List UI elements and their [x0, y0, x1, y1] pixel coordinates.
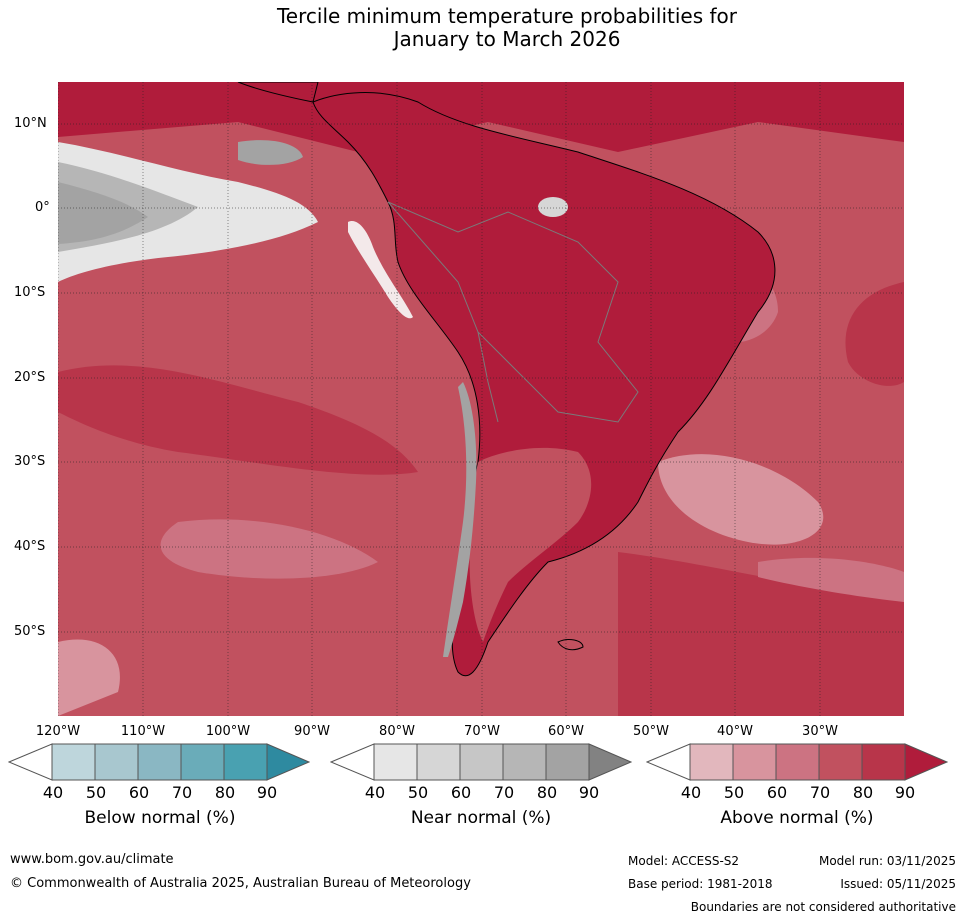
footer-model-run: Model run: 03/11/2025	[818, 854, 956, 868]
falkland-islands	[557, 639, 584, 651]
chart-title: Tercile minimum temperature probabilitie…	[0, 5, 965, 51]
above-tick-50: 50	[723, 783, 745, 802]
colorbar-above-seg-3	[775, 743, 820, 781]
lat-label-0: 0°	[35, 200, 50, 215]
dark-band-north	[58, 82, 904, 152]
colorbar-near	[330, 743, 632, 781]
central-america	[237, 82, 319, 103]
lon-label-60w: 60°W	[548, 724, 584, 739]
light-patch-sw	[58, 639, 120, 716]
lon-label-120w: 120°W	[35, 724, 81, 739]
lon-label-80w: 80°W	[379, 724, 415, 739]
map-svg	[58, 82, 904, 716]
above-tick-40: 40	[680, 783, 702, 802]
near-normal-region-core	[58, 182, 148, 244]
title-line-2: January to March 2026	[393, 27, 621, 51]
colorbar-below-seg-4	[180, 743, 225, 781]
lon-label-30w: 30°W	[802, 724, 838, 739]
colorbar-near-seg-1	[373, 743, 418, 781]
colorbar-below-seg-5	[223, 743, 268, 781]
south-america-landmass	[312, 92, 776, 677]
below-tick-50: 50	[85, 783, 107, 802]
footer-base-period: Base period: 1981-2018	[628, 877, 773, 891]
dark-band-west	[58, 365, 418, 475]
lat-label-20s: 20°S	[14, 370, 46, 385]
light-patch-south-atlantic	[758, 557, 904, 602]
light-patch-atlantic	[658, 454, 824, 545]
boundary-bolivia-chile	[477, 331, 499, 423]
colorbar-above-seg-2	[732, 743, 777, 781]
amazon-spot	[538, 197, 568, 217]
lat-label-10n: 10°N	[14, 116, 47, 131]
colorbar-above-seg-5	[861, 743, 906, 781]
light-patch-pacific	[160, 519, 378, 579]
lat-label-30s: 30°S	[14, 454, 46, 469]
colorbar-below-seg-6	[266, 743, 310, 781]
below-tick-40: 40	[42, 783, 64, 802]
footer-copyright: © Commonwealth of Australia 2025, Austra…	[10, 876, 471, 891]
colorbar-near-seg-4	[502, 743, 547, 781]
colorbar-above-seg-0	[646, 743, 691, 781]
colorbar-near-seg-2	[416, 743, 461, 781]
below-tick-90: 90	[256, 783, 278, 802]
footer-model: Model: ACCESS-S2	[628, 854, 740, 868]
colorbar-above-seg-4	[818, 743, 863, 781]
near-normal-patch-north	[238, 140, 303, 165]
above-tick-70: 70	[809, 783, 831, 802]
near-tick-50: 50	[407, 783, 429, 802]
colorbar-below	[8, 743, 310, 781]
lon-label-70w: 70°W	[464, 724, 500, 739]
colorbar-near-seg-6	[588, 743, 632, 781]
near-tick-40: 40	[364, 783, 386, 802]
colorbar-above-seg-6	[904, 743, 948, 781]
near-tick-60: 60	[450, 783, 472, 802]
near-tick-80: 80	[536, 783, 558, 802]
andes-strip	[443, 382, 477, 657]
above-tick-80: 80	[852, 783, 874, 802]
colorbar-near-seg-3	[459, 743, 504, 781]
lon-label-40w: 40°W	[717, 724, 753, 739]
colorbar-below-seg-3	[137, 743, 182, 781]
colorbar-above-seg-1	[689, 743, 734, 781]
lon-label-50w: 50°W	[633, 724, 669, 739]
lat-label-50s: 50°S	[14, 624, 46, 639]
footer-url[interactable]: www.bom.gov.au/climate	[10, 852, 174, 867]
lon-label-110w: 110°W	[120, 724, 166, 739]
below-tick-60: 60	[128, 783, 150, 802]
above-tick-60: 60	[766, 783, 788, 802]
title-line-1: Tercile minimum temperature probabilitie…	[276, 4, 738, 28]
below-tick-80: 80	[214, 783, 236, 802]
colorbar-above	[646, 743, 948, 781]
lon-label-100w: 100°W	[205, 724, 251, 739]
lat-label-40s: 40°S	[14, 539, 46, 554]
probability-map	[58, 82, 904, 716]
footer-disclaimer: Boundaries are not considered authoritat…	[690, 900, 956, 914]
colorbar-below-seg-0	[8, 743, 53, 781]
peru-coastal-strip	[348, 221, 413, 319]
southern-cone-region	[469, 447, 592, 642]
near-tick-70: 70	[493, 783, 515, 802]
graticule	[58, 82, 904, 716]
colorbar-near-seg-5	[545, 743, 590, 781]
above-normal-title: Above normal (%)	[720, 808, 874, 828]
dark-band-east	[845, 282, 904, 386]
lon-label-90w: 90°W	[294, 724, 330, 739]
lat-label-10s: 10°S	[14, 285, 46, 300]
footer-issued: Issued: 05/11/2025	[840, 877, 956, 891]
above-tick-90: 90	[894, 783, 916, 802]
colorbar-below-seg-1	[51, 743, 96, 781]
below-normal-title: Below normal (%)	[84, 808, 236, 828]
near-tick-90: 90	[578, 783, 600, 802]
colorbar-below-seg-2	[94, 743, 139, 781]
near-normal-title: Near normal (%)	[410, 808, 552, 828]
below-tick-70: 70	[171, 783, 193, 802]
colorbar-near-seg-0	[330, 743, 375, 781]
dark-band-south-atlantic	[618, 552, 904, 716]
